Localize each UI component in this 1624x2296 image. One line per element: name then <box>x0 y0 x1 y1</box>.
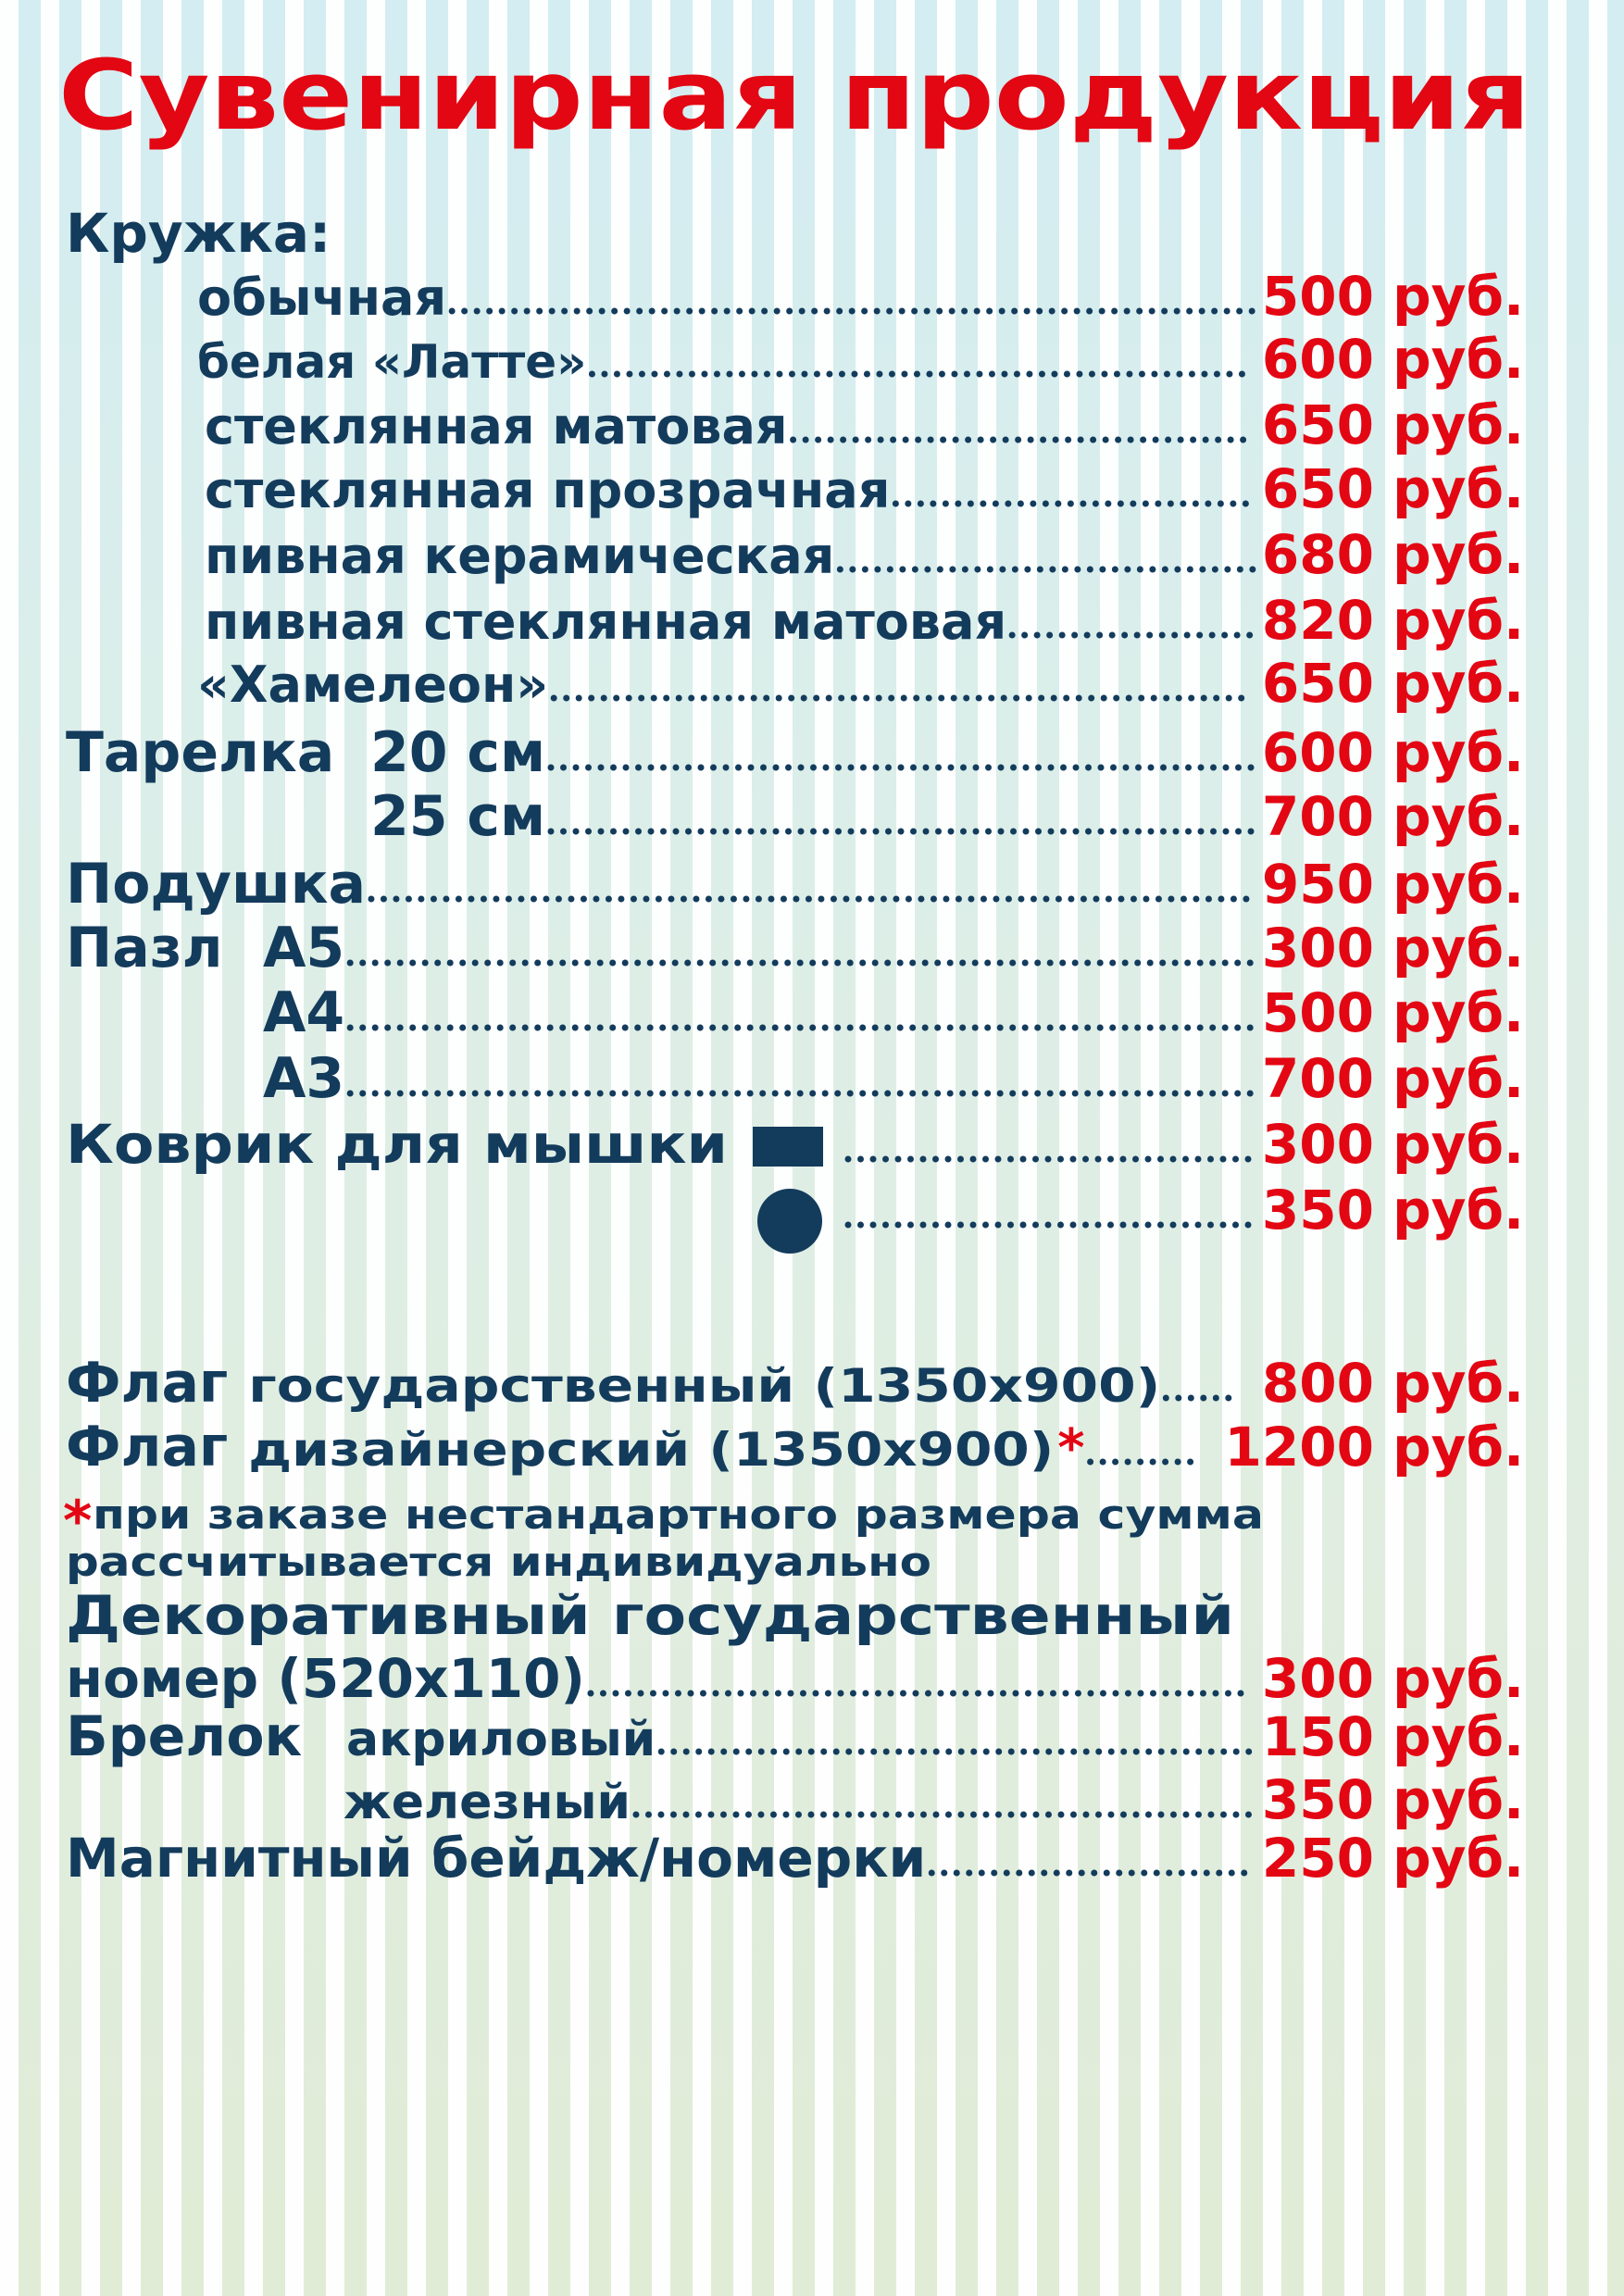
footnote-line: при заказе нестандартного размера сумма <box>93 1491 1264 1539</box>
item-label: номер (520x110) <box>66 1647 585 1710</box>
price: 820 руб. <box>1262 589 1524 652</box>
price: 150 руб. <box>1262 1705 1524 1768</box>
item-label: А3 <box>263 1046 344 1111</box>
item-label: 20 см <box>370 720 545 785</box>
item-name: Декоративный государственный <box>66 1584 1234 1647</box>
flag-spec: дизайнерский (1350x900) <box>248 1423 1054 1477</box>
price: 300 руб. <box>1262 1113 1524 1176</box>
price: 350 руб. <box>1262 1768 1524 1831</box>
price: 700 руб. <box>1262 785 1524 848</box>
price: 600 руб. <box>1262 721 1524 784</box>
item-label: А4 <box>263 980 344 1045</box>
item-label: обычная <box>197 268 446 327</box>
footnote-line: рассчитывается индивидуально <box>66 1539 931 1586</box>
title: Сувенирная продукция <box>58 39 1530 152</box>
flag-name: Флаг <box>66 1415 228 1479</box>
round-icon <box>757 1189 822 1254</box>
price: 250 руб. <box>1262 1827 1524 1890</box>
item-name: Брелок <box>66 1704 302 1769</box>
flag-name: Флаг <box>66 1351 228 1416</box>
item-name: Пазл <box>66 916 223 980</box>
flag-spec: государственный (1350x900) <box>248 1359 1160 1413</box>
item-label: белая «Латте» <box>197 335 586 389</box>
price: 800 руб. <box>1262 1352 1524 1415</box>
item-label: железный <box>344 1775 631 1830</box>
item-label: Магнитный бейдж/номерки <box>66 1827 926 1890</box>
price: 300 руб. <box>1262 1647 1524 1710</box>
price: 500 руб. <box>1262 981 1524 1044</box>
asterisk: * <box>63 1489 92 1554</box>
price: 650 руб. <box>1262 393 1524 456</box>
item-label: 25 см <box>370 784 545 849</box>
price: 650 руб. <box>1262 652 1524 715</box>
price: 950 руб. <box>1262 853 1524 916</box>
item-name: Тарелка <box>66 720 334 785</box>
item-label: А5 <box>263 916 344 980</box>
price: 1200 руб. <box>1225 1416 1524 1479</box>
price: 500 руб. <box>1262 265 1524 328</box>
price: 300 руб. <box>1262 917 1524 980</box>
square-icon <box>753 1127 823 1167</box>
price: 350 руб. <box>1262 1179 1524 1242</box>
item-label: пивная стеклянная матовая <box>205 593 1006 651</box>
item-label: стеклянная прозрачная <box>205 461 890 519</box>
item-label: Подушка <box>66 852 366 917</box>
price: 600 руб. <box>1262 328 1524 391</box>
item-label: акриловый <box>346 1712 656 1767</box>
price: 650 руб. <box>1262 457 1524 520</box>
price: 680 руб. <box>1262 523 1524 586</box>
section-heading: Кружка: <box>66 202 331 265</box>
item-label: «Хамелеон» <box>197 655 548 714</box>
item-label: стеклянная матовая <box>205 397 788 455</box>
item-label: пивная керамическая <box>205 527 834 585</box>
asterisk: * <box>1057 1418 1084 1479</box>
item-name: Коврик для мышки <box>66 1113 728 1176</box>
price: 700 руб. <box>1262 1047 1524 1110</box>
